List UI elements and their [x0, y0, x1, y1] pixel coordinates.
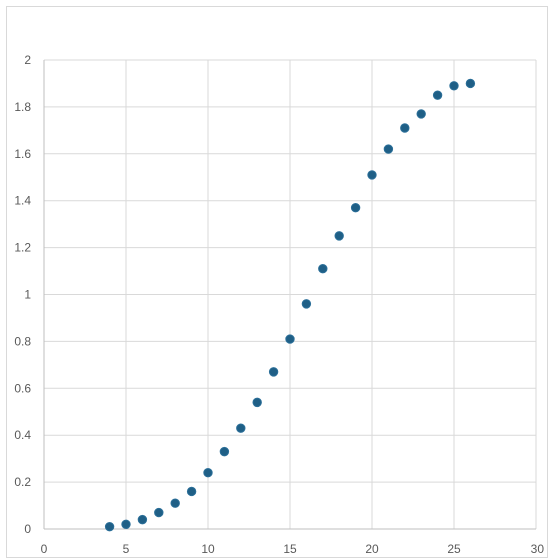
x-tick-label: 15: [283, 542, 297, 556]
x-tick-label: 10: [201, 542, 215, 556]
data-point: [203, 468, 213, 478]
data-points: [104, 78, 476, 532]
data-point: [186, 486, 197, 497]
x-tick-label: 0: [41, 542, 48, 556]
data-point: [121, 519, 131, 530]
gridlines: [44, 59, 537, 529]
data-point: [285, 334, 295, 344]
y-tick-label: 2: [24, 53, 31, 67]
x-tick-label: 25: [447, 542, 461, 556]
y-tick-label: 0.4: [14, 428, 31, 442]
data-point: [383, 144, 394, 154]
data-point: [252, 397, 262, 408]
data-point: [367, 170, 377, 180]
x-tick-label: 20: [365, 542, 379, 556]
data-point: [137, 514, 148, 525]
data-point: [334, 231, 344, 241]
y-tick-label: 1.2: [14, 241, 31, 255]
data-point: [104, 521, 115, 532]
y-tick-label: 1.8: [14, 100, 31, 114]
data-point: [154, 507, 164, 518]
data-point: [170, 498, 180, 508]
chart-frame: [6, 6, 548, 558]
y-axis-tick-labels: 0 0.2 0.4 0.6 0.8 1 1.2 1.4 1.6 1.8 2: [14, 53, 31, 536]
y-tick-label: 1: [24, 288, 31, 302]
data-point: [416, 109, 426, 119]
data-point: [465, 78, 476, 89]
data-point: [432, 90, 443, 100]
data-point: [268, 367, 279, 377]
y-tick-label: 0: [24, 522, 31, 536]
x-axis-tick-labels: 0 5 10 15 20 25 30: [41, 542, 545, 556]
data-point: [219, 446, 230, 457]
y-tick-label: 0.2: [14, 475, 31, 489]
data-point: [449, 81, 459, 91]
data-point: [236, 423, 246, 433]
data-point: [400, 123, 410, 133]
y-tick-label: 0.8: [14, 334, 31, 348]
data-point: [350, 203, 361, 213]
y-tick-label: 1.6: [14, 147, 31, 161]
data-point: [301, 299, 312, 309]
data-point: [318, 264, 328, 274]
y-tick-label: 0.6: [14, 381, 31, 395]
y-tick-label: 1.4: [14, 194, 31, 208]
x-tick-label: 30: [531, 542, 545, 556]
x-tick-label: 5: [123, 542, 130, 556]
